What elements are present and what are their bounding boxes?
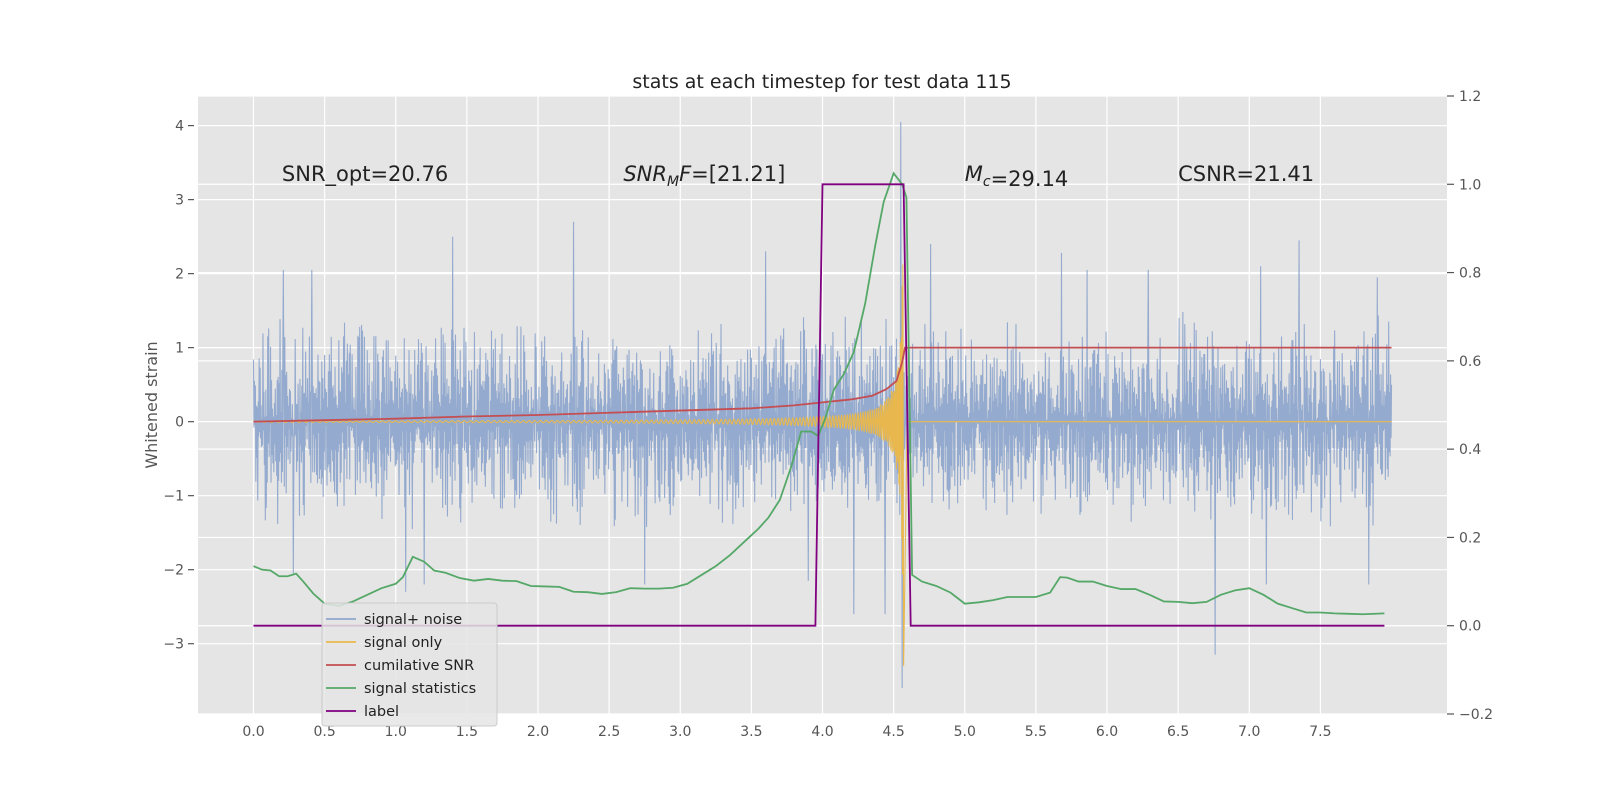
annotation-0: SNR_opt=20.76	[282, 162, 448, 187]
x-tick-label: 3.0	[669, 724, 691, 740]
x-tick-label: 7.0	[1238, 724, 1260, 740]
y-tick-label: 1	[175, 341, 184, 357]
x-axis-ticks: 0.0 0.5 1.0 1.5 2.0 2.5 3.0 3.5 4.0 4.5 5.0 5.5 6.0 6…	[242, 724, 1331, 740]
chart-title: stats at each timestep for test data 115	[632, 71, 1011, 93]
y-axis-title: Whitened strain	[142, 341, 161, 468]
series-label	[253, 183, 1385, 627]
x-tick-label: 5.5	[1025, 724, 1047, 740]
annotation-suffix: F	[679, 162, 692, 186]
series-signal-statistics	[253, 171, 1385, 616]
x-tick-label: 7.5	[1309, 724, 1331, 740]
y-tick-label: −3	[163, 637, 184, 653]
y2-tick-label: 1.0	[1459, 177, 1481, 193]
x-tick-label: 0.0	[242, 724, 264, 740]
annotation-base: SNR	[623, 162, 667, 186]
x-tick-label: 4.0	[811, 724, 833, 740]
annotation-2: Mc=29.14	[965, 162, 1069, 191]
y-tick-label: 4	[175, 119, 184, 135]
annotation-value: =29.14	[991, 167, 1069, 191]
annotation-3: CSNR=21.41	[1178, 162, 1314, 186]
x-tick-label: 3.5	[740, 724, 762, 740]
annotation-subscript: c	[983, 174, 991, 190]
y2-tick-label: 0.8	[1459, 266, 1481, 282]
x-tick-label: 1.5	[456, 724, 478, 740]
x-tick-label: 0.5	[313, 724, 335, 740]
legend-label-cumilative-snr: cumilative SNR	[364, 658, 474, 674]
x-tick-label: 1.0	[385, 724, 407, 740]
y2-tick-label: −0.2	[1459, 707, 1493, 723]
annotation-value: =[21.21]	[691, 162, 785, 186]
y-tick-label: −2	[163, 563, 184, 579]
y2-tick-label: 0.4	[1459, 442, 1481, 458]
legend-label-signal-statistics: signal statistics	[364, 681, 476, 697]
y2-tick-label: 0.2	[1459, 530, 1481, 546]
y2-tick-label: 0.0	[1459, 619, 1481, 635]
series-line-cumilative-snr	[253, 346, 1392, 423]
series-line-signal-statistics	[253, 171, 1385, 616]
annotations: SNR_opt=20.76 SNRMF=[21.21] Mc=29.14 CSNR=2…	[282, 162, 1314, 191]
legend: signal+ noise signal only cumilative SNR si…	[321, 602, 498, 727]
x-tick-label: 6.5	[1167, 724, 1189, 740]
y2-tick-label: 1.2	[1459, 89, 1481, 105]
series-signal-only	[253, 264, 1392, 666]
annotation-subscript: M	[667, 174, 679, 190]
y2-axis-ticks: 1.2 1.0 0.8 0.6 0.4 0.2 0.0 −0.2	[1447, 89, 1493, 723]
legend-label-label: label	[364, 704, 399, 720]
series-layer	[252, 121, 1393, 689]
annotation-base: M	[965, 162, 983, 186]
x-tick-label: 5.0	[954, 724, 976, 740]
y-tick-label: 2	[175, 267, 184, 283]
y-tick-label: 3	[175, 193, 184, 209]
y-tick-label: −1	[163, 489, 184, 505]
y2-tick-label: 0.6	[1459, 354, 1481, 370]
x-tick-label: 4.5	[882, 724, 904, 740]
x-tick-label: 6.0	[1096, 724, 1118, 740]
annotation-1: SNRMF=[21.21]	[623, 162, 785, 190]
legend-label-signal-noise: signal+ noise	[364, 612, 462, 628]
series-line-signal-noise	[252, 121, 1393, 689]
legend-box	[321, 602, 498, 727]
series-signal-noise	[252, 121, 1393, 689]
x-tick-label: 2.0	[527, 724, 549, 740]
series-cumilative-snr	[253, 346, 1392, 423]
legend-label-signal-only: signal only	[364, 635, 443, 651]
x-tick-label: 2.5	[598, 724, 620, 740]
series-line-label	[253, 183, 1385, 627]
y-tick-label: 0	[175, 415, 184, 431]
series-line-signal-only	[253, 264, 1392, 666]
y-axis-ticks: 4 3 2 1 0 −1 −2 −3	[163, 119, 194, 653]
